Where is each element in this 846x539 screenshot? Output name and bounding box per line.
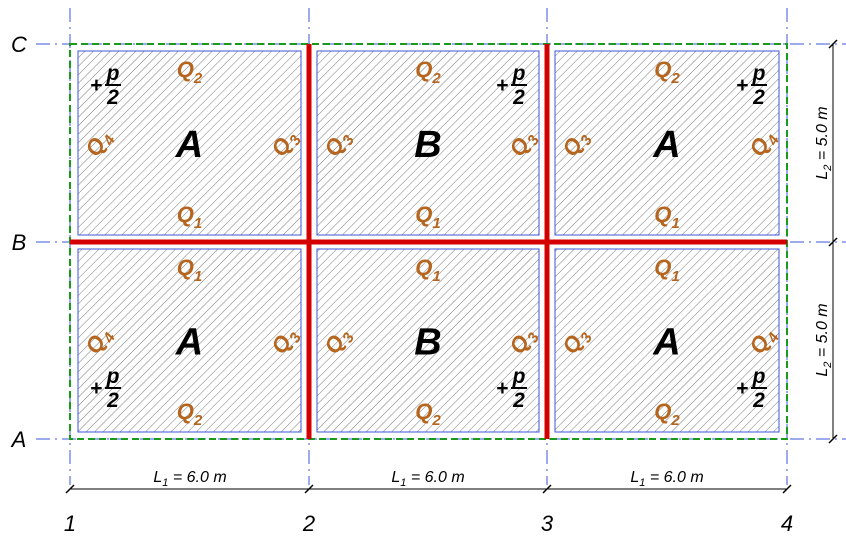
load-q-top: Q1 — [177, 255, 202, 285]
slab-panel-5 — [316, 248, 540, 433]
load-q-bottom: Q1 — [177, 202, 202, 232]
corner-load-p-half: +p2 — [736, 62, 767, 109]
span-label-1: L1 = 6.0 m — [153, 469, 226, 489]
load-q-top: Q1 — [415, 255, 440, 285]
svg-text:p: p — [512, 62, 526, 85]
span-label-lower: L2 = 5.0 m — [814, 303, 834, 376]
svg-text:p: p — [106, 62, 120, 85]
slab-panel-2 — [316, 50, 540, 236]
load-q-bottom: Q1 — [654, 202, 679, 232]
row-label-A: A — [10, 427, 27, 452]
load-q-bottom: Q2 — [654, 399, 680, 429]
slab-panel-6 — [554, 248, 780, 433]
span-label-2: L1 = 6.0 m — [391, 469, 464, 489]
span-label-3: L1 = 6.0 m — [630, 469, 703, 489]
load-q-top: Q2 — [177, 57, 203, 87]
slab-panel-1 — [77, 50, 302, 236]
column-labels: 1 2 3 4 — [64, 511, 793, 536]
panel-type-label: B — [414, 124, 441, 166]
beams — [70, 44, 787, 439]
svg-text:+: + — [736, 74, 748, 97]
svg-text:p: p — [106, 365, 120, 388]
row-label-C: C — [11, 32, 27, 57]
slab-panel-3 — [554, 50, 780, 236]
svg-text:p: p — [752, 62, 766, 85]
column-label-3: 3 — [541, 511, 554, 536]
row-label-B: B — [12, 230, 27, 255]
load-q-bottom: Q2 — [177, 399, 203, 429]
column-label-2: 2 — [302, 511, 315, 536]
row-labels: C B A — [10, 32, 27, 452]
bottom-dimension: L1 = 6.0 m L1 = 6.0 m L1 = 6.0 m — [65, 469, 792, 494]
panel-type-label: A — [175, 322, 203, 364]
panel-type-label: A — [652, 124, 680, 166]
svg-text:2: 2 — [752, 86, 765, 109]
panel-type-label: B — [414, 322, 441, 364]
svg-text:2: 2 — [106, 389, 119, 412]
slab-panel-4 — [77, 248, 302, 433]
right-dimension: L2 = 5.0 m L2 = 5.0 m — [814, 39, 838, 444]
load-q-top: Q2 — [654, 57, 680, 87]
svg-text:2: 2 — [106, 86, 119, 109]
svg-text:2: 2 — [512, 389, 525, 412]
svg-text:+: + — [90, 74, 102, 97]
slab-panels — [77, 50, 780, 433]
svg-text:+: + — [496, 377, 508, 400]
svg-text:2: 2 — [752, 389, 765, 412]
corner-load-p-half: +p2 — [90, 62, 121, 109]
panel-type-label: A — [652, 322, 680, 364]
column-label-4: 4 — [781, 511, 793, 536]
load-q-bottom: Q1 — [415, 202, 440, 232]
column-label-1: 1 — [64, 511, 76, 536]
load-q-top: Q1 — [654, 255, 679, 285]
svg-text:p: p — [752, 365, 766, 388]
corner-load-p-half: +p2 — [90, 365, 121, 412]
corner-load-p-half: +p2 — [736, 365, 767, 412]
load-q-bottom: Q2 — [415, 399, 441, 429]
corner-load-p-half: +p2 — [496, 365, 527, 412]
panel-type-label: A — [175, 124, 203, 166]
svg-text:p: p — [512, 365, 526, 388]
load-q-top: Q2 — [415, 57, 441, 87]
span-label-upper: L2 = 5.0 m — [814, 106, 834, 179]
svg-text:+: + — [496, 74, 508, 97]
corner-load-p-half: +p2 — [496, 62, 527, 109]
svg-text:+: + — [90, 377, 102, 400]
svg-text:2: 2 — [512, 86, 525, 109]
svg-text:+: + — [736, 377, 748, 400]
